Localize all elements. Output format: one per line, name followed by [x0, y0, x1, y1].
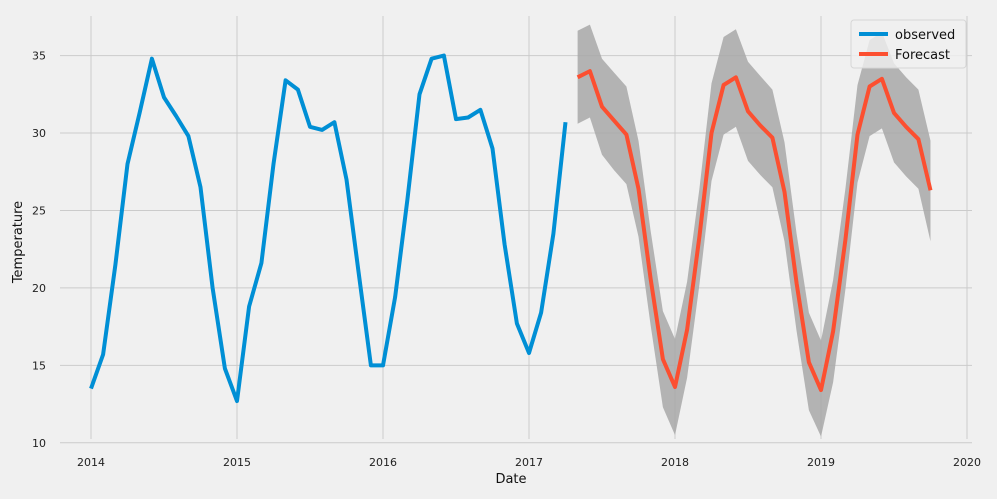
forecast-series-line [576, 69, 933, 393]
y-tick-label: 30 [32, 127, 46, 140]
y-axis-title: Temperature [11, 201, 26, 284]
series-layer [89, 53, 933, 403]
legend: observed Forecast [850, 19, 967, 69]
x-tick-label: 2015 [223, 456, 251, 469]
observed-series-line [89, 53, 568, 403]
x-tick-label: 2019 [807, 456, 835, 469]
legend-label-forecast: Forecast [895, 48, 950, 63]
y-tick-label: 25 [32, 204, 46, 217]
x-tick-label: 2014 [77, 456, 105, 469]
y-tick-label: 20 [32, 282, 46, 295]
grid [60, 16, 972, 444]
confidence-band-layer [577, 24, 931, 437]
x-tick-label: 2020 [953, 456, 981, 469]
legend-label-observed: observed [895, 28, 955, 43]
x-tick-label: 2016 [369, 456, 397, 469]
x-axis-title: Date [495, 472, 526, 487]
x-tick-label: 2017 [515, 456, 543, 469]
tick-labels: 2014 2015 2016 2017 2018 2019 2020 10 15 20 25 30 35 [32, 50, 981, 469]
y-tick-label: 15 [32, 359, 46, 372]
x-tick-label: 2018 [661, 456, 689, 469]
forecast-confidence-band [577, 24, 931, 437]
y-tick-label: 10 [32, 437, 46, 450]
y-tick-label: 35 [32, 50, 46, 63]
